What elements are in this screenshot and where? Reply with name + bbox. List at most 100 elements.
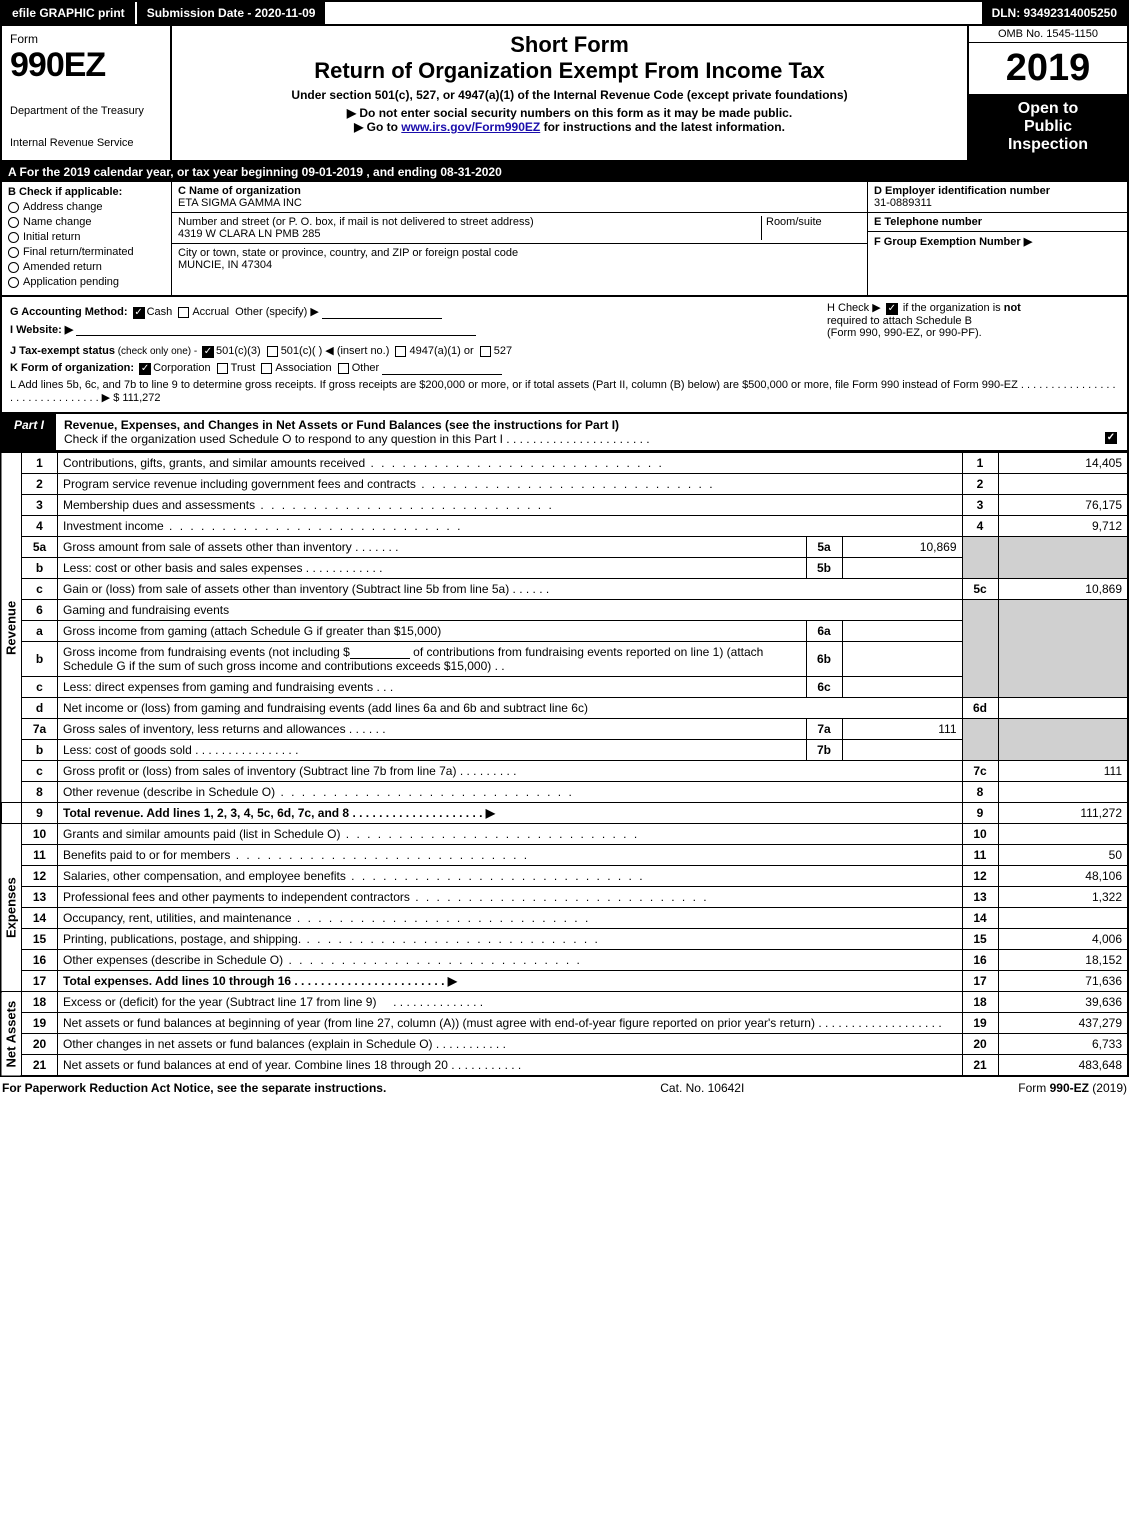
l20-rn: 20 (962, 1034, 998, 1055)
goto-note: ▶ Go to www.irs.gov/Form990EZ for instru… (180, 120, 959, 134)
l6b-iv (842, 642, 962, 677)
dept-treasury: Department of the Treasury (10, 105, 162, 117)
website-input[interactable] (76, 324, 476, 336)
l5ab-shade (962, 537, 998, 579)
efile-button[interactable]: efile GRAPHIC print (2, 2, 137, 24)
street-row: Number and street (or P. O. box, if mail… (172, 213, 867, 244)
footer-center: Cat. No. 10642I (660, 1081, 744, 1095)
irs-link[interactable]: www.irs.gov/Form990EZ (401, 120, 540, 134)
l15-desc: Printing, publications, postage, and shi… (63, 932, 600, 946)
street-label: Number and street (or P. O. box, if mail… (178, 216, 761, 228)
l12-desc: Salaries, other compensation, and employ… (63, 869, 645, 883)
mid-rows: G Accounting Method: ✓Cash Accrual Other… (0, 297, 1129, 414)
chk-name-change[interactable]: Name change (8, 216, 165, 228)
other-org-checkbox[interactable] (338, 363, 349, 374)
trust-checkbox[interactable] (217, 363, 228, 374)
l3-desc: Membership dues and assessments (63, 498, 554, 512)
chk-final-return[interactable]: Final return/terminated (8, 246, 165, 258)
association-checkbox[interactable] (261, 363, 272, 374)
501c-label: 501(c)( ) ◀ (insert no.) (281, 345, 390, 357)
cash-label: Cash (147, 306, 173, 318)
l19-desc: Net assets or fund balances at beginning… (63, 1016, 815, 1030)
other-org-input[interactable] (382, 363, 502, 375)
l19-rn: 19 (962, 1013, 998, 1034)
l1-num: 1 (22, 453, 58, 474)
l14-rv (998, 908, 1128, 929)
part1-header: Part I Revenue, Expenses, and Changes in… (0, 414, 1129, 452)
l7c-desc: Gross profit or (loss) from sales of inv… (63, 764, 456, 778)
l5c-rv: 10,869 (998, 579, 1128, 600)
l5b-desc: Less: cost or other basis and sales expe… (63, 561, 302, 575)
l8-num: 8 (22, 782, 58, 803)
row-h-mid: if the organization is (903, 302, 1004, 314)
l7a-num: 7a (22, 719, 58, 740)
l20-rv: 6,733 (998, 1034, 1128, 1055)
l1-desc: Contributions, gifts, grants, and simila… (63, 456, 664, 470)
l21-rv: 483,648 (998, 1055, 1128, 1077)
501c3-checkbox-icon[interactable]: ✓ (202, 346, 214, 358)
row-j-label: J Tax-exempt status (10, 345, 115, 357)
l12-num: 12 (22, 866, 58, 887)
527-checkbox[interactable] (480, 346, 491, 357)
501c-checkbox[interactable] (267, 346, 278, 357)
l16-rv: 18,152 (998, 950, 1128, 971)
other-org-label: Other (352, 362, 380, 374)
l7a-in: 7a (806, 719, 842, 740)
accrual-checkbox[interactable] (178, 307, 189, 318)
chk-amended-return[interactable]: Amended return (8, 261, 165, 273)
submission-date-button[interactable]: Submission Date - 2020-11-09 (137, 2, 328, 24)
l6a-in: 6a (806, 621, 842, 642)
schedule-b-checkbox-icon[interactable]: ✓ (886, 303, 898, 315)
group-cell: F Group Exemption Number ▶ (868, 232, 1127, 251)
top-bar: efile GRAPHIC print Submission Date - 20… (0, 0, 1129, 26)
l10-desc: Grants and similar amounts paid (list in… (63, 827, 639, 841)
l5c-desc: Gain or (loss) from sale of assets other… (63, 582, 509, 596)
form-number: 990EZ (10, 46, 162, 85)
part1-tab: Part I (2, 414, 56, 450)
part1-sub: Check if the organization used Schedule … (64, 432, 650, 446)
part1-scho-checkbox-icon[interactable]: ✓ (1105, 432, 1117, 444)
chk-address-change[interactable]: Address change (8, 201, 165, 213)
4947-checkbox[interactable] (395, 346, 406, 357)
phone-cell: E Telephone number (868, 213, 1127, 232)
l15-rv: 4,006 (998, 929, 1128, 950)
l18-desc: Excess or (deficit) for the year (Subtra… (63, 995, 376, 1009)
l6b-amount-input[interactable] (350, 647, 410, 659)
l5a-desc: Gross amount from sale of assets other t… (63, 540, 352, 554)
box-b-label: B Check if applicable: (8, 186, 165, 198)
inspection-box: Open to Public Inspection (969, 94, 1127, 160)
subtitle: Under section 501(c), 527, or 4947(a)(1)… (180, 88, 959, 102)
l4-rv: 9,712 (998, 516, 1128, 537)
other-specify-input[interactable] (322, 307, 442, 319)
row-h-text4: (Form 990, 990-EZ, or 990-PF). (827, 327, 982, 339)
org-name-label: C Name of organization (178, 185, 861, 197)
row-h-pre: H Check ▶ (827, 302, 881, 314)
l20-num: 20 (22, 1034, 58, 1055)
l5b-num: b (22, 558, 58, 579)
association-label: Association (275, 362, 331, 374)
l11-rn: 11 (962, 845, 998, 866)
l9-rn: 9 (962, 803, 998, 824)
l15-rn: 15 (962, 929, 998, 950)
netassets-section-label: Net Assets (1, 992, 22, 1077)
cash-checkbox-icon[interactable]: ✓ (133, 307, 145, 319)
header-left: Form 990EZ Department of the Treasury In… (2, 26, 172, 160)
l7b-iv (842, 740, 962, 761)
chk-initial-return[interactable]: Initial return (8, 231, 165, 243)
l11-num: 11 (22, 845, 58, 866)
l5b-iv (842, 558, 962, 579)
l6c-num: c (22, 677, 58, 698)
city-value: MUNCIE, IN 47304 (178, 259, 861, 271)
form-label: Form (10, 32, 162, 46)
l21-rn: 21 (962, 1055, 998, 1077)
l12-rv: 48,106 (998, 866, 1128, 887)
l6b-d1: Gross income from fundraising events (no… (63, 645, 350, 659)
l7ab-shade-val (998, 719, 1128, 761)
l6c-desc: Less: direct expenses from gaming and fu… (63, 680, 373, 694)
l6d-rv (998, 698, 1128, 719)
chk-application-pending[interactable]: Application pending (8, 276, 165, 288)
chk-final-return-label: Final return/terminated (23, 246, 134, 258)
corporation-checkbox-icon[interactable]: ✓ (139, 363, 151, 375)
main-title: Return of Organization Exempt From Incom… (180, 58, 959, 84)
l2-num: 2 (22, 474, 58, 495)
